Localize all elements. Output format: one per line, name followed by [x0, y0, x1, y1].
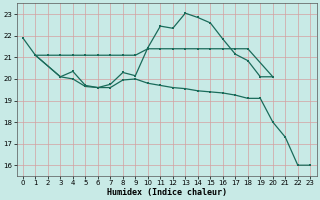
X-axis label: Humidex (Indice chaleur): Humidex (Indice chaleur) — [107, 188, 227, 197]
